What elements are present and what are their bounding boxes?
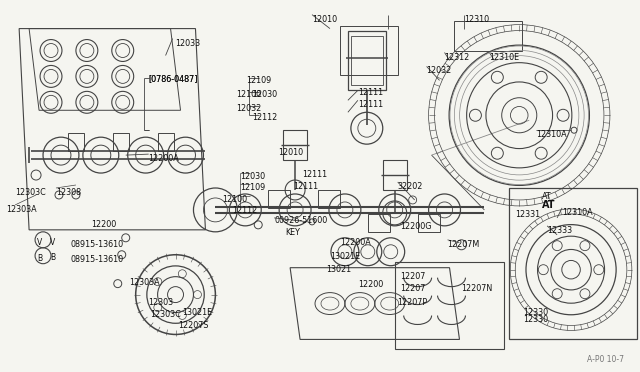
Text: 12207P: 12207P <box>397 298 427 307</box>
Bar <box>454 20 522 51</box>
Text: AT: AT <box>542 200 556 210</box>
Bar <box>509 188 637 339</box>
Text: 12207: 12207 <box>400 272 425 281</box>
Text: 12032: 12032 <box>236 104 262 113</box>
Text: 08915-13610: 08915-13610 <box>71 240 124 249</box>
Text: 12030: 12030 <box>252 90 277 99</box>
Text: 12303C: 12303C <box>150 310 181 318</box>
Text: 12109: 12109 <box>240 183 266 192</box>
Text: 12033: 12033 <box>175 39 201 48</box>
Text: 08915-13610: 08915-13610 <box>71 255 124 264</box>
Text: 12303: 12303 <box>148 298 174 307</box>
Text: 13021: 13021 <box>326 265 351 274</box>
Text: 12200A: 12200A <box>148 154 179 163</box>
Text: 12111: 12111 <box>293 182 318 191</box>
Text: [0786-0487]: [0786-0487] <box>148 74 198 83</box>
Text: B: B <box>38 254 43 263</box>
Text: 12112: 12112 <box>232 206 257 215</box>
Text: AT: AT <box>542 192 552 201</box>
Bar <box>268 190 290 208</box>
Text: 12310: 12310 <box>465 15 490 24</box>
Bar <box>318 190 340 208</box>
Text: 13021E: 13021E <box>182 308 212 317</box>
Text: 12310A: 12310A <box>562 208 593 217</box>
Bar <box>68 133 84 151</box>
Text: 12303A: 12303A <box>129 278 159 287</box>
Text: 12030: 12030 <box>240 172 266 181</box>
Text: KEY: KEY <box>285 228 300 237</box>
Bar <box>283 130 307 160</box>
Bar <box>348 31 386 90</box>
Text: V: V <box>37 238 43 247</box>
Text: 12308: 12308 <box>56 188 81 197</box>
Text: 12109: 12109 <box>246 76 271 86</box>
Text: [0786-0487]: [0786-0487] <box>148 74 198 83</box>
Bar <box>157 133 173 151</box>
Bar <box>368 214 390 232</box>
Bar <box>113 133 129 151</box>
Text: 00926-51600: 00926-51600 <box>274 216 328 225</box>
Text: 12100: 12100 <box>236 90 261 99</box>
Text: 12207: 12207 <box>400 283 425 293</box>
Bar <box>395 262 504 349</box>
Text: 12010: 12010 <box>312 15 337 24</box>
Text: 12100: 12100 <box>222 195 248 204</box>
Text: 12331: 12331 <box>515 210 540 219</box>
Bar <box>351 36 383 86</box>
Text: 12200: 12200 <box>91 220 116 229</box>
Text: 12330: 12330 <box>524 308 548 317</box>
Bar <box>383 160 406 190</box>
Text: 32202: 32202 <box>397 182 423 191</box>
Text: 12303A: 12303A <box>6 205 37 214</box>
Text: 12032: 12032 <box>427 67 452 76</box>
Text: 12200A: 12200A <box>340 238 371 247</box>
Text: 12310E: 12310E <box>490 52 520 61</box>
Text: 12207S: 12207S <box>179 321 209 330</box>
Text: 12112: 12112 <box>252 113 278 122</box>
Bar <box>418 214 440 232</box>
Text: 12310A: 12310A <box>536 130 567 139</box>
Bar <box>340 26 397 76</box>
Text: 12200G: 12200G <box>400 222 431 231</box>
Text: 12111: 12111 <box>358 89 383 97</box>
Text: 13021E: 13021E <box>330 252 360 261</box>
Text: 12200: 12200 <box>358 280 383 289</box>
Text: 12111: 12111 <box>358 100 383 109</box>
Text: 12312: 12312 <box>445 52 470 61</box>
Text: B: B <box>51 253 56 262</box>
Text: 12207M: 12207M <box>447 240 480 249</box>
Text: A-P0 10-7: A-P0 10-7 <box>587 355 624 364</box>
Text: 12111: 12111 <box>302 170 327 179</box>
Text: 12333: 12333 <box>547 226 572 235</box>
Text: 12010: 12010 <box>278 148 303 157</box>
Text: 12207N: 12207N <box>461 283 493 293</box>
Text: 12330: 12330 <box>524 314 548 324</box>
Text: V: V <box>51 238 56 247</box>
Text: 12303C: 12303C <box>15 188 46 197</box>
